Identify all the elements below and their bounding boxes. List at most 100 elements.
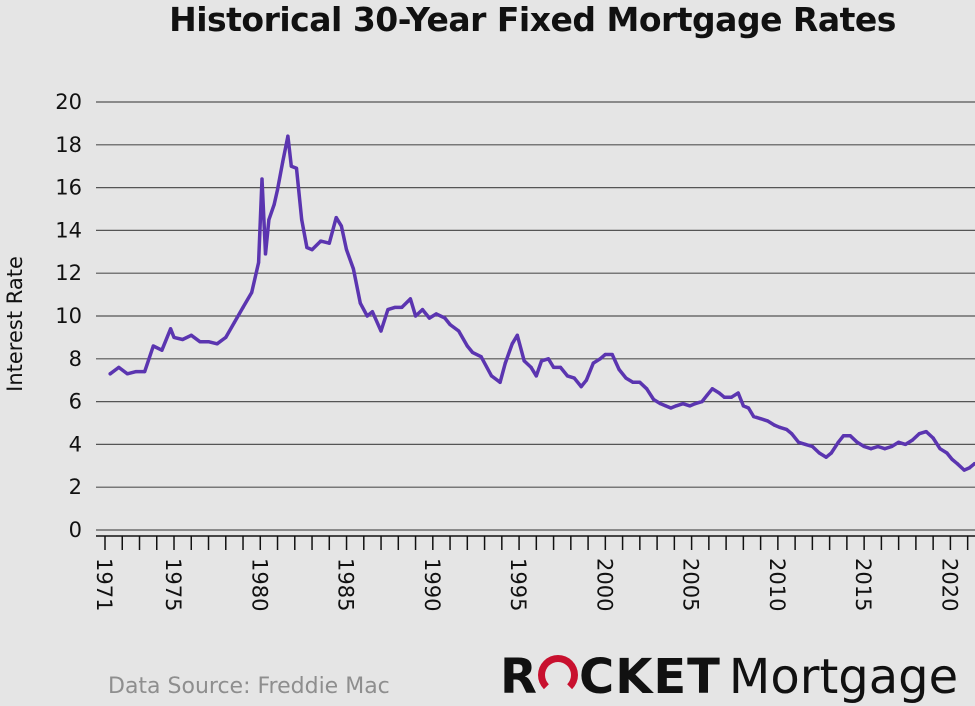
data-point <box>310 248 314 252</box>
data-point <box>539 359 544 363</box>
data-point <box>339 224 343 228</box>
grid-lines <box>96 101 975 531</box>
data-point <box>241 305 245 310</box>
data-point <box>305 245 309 250</box>
data-point <box>931 436 935 440</box>
data-point <box>862 444 866 449</box>
x-tick-label: 2010 <box>765 558 789 611</box>
data-point <box>267 218 271 222</box>
data-point <box>705 393 709 397</box>
logo-letter-r: R <box>500 649 537 705</box>
data-point <box>836 440 840 444</box>
data-point <box>215 342 219 346</box>
data-point <box>503 361 507 365</box>
data-point <box>172 335 176 339</box>
data-point <box>876 444 880 449</box>
data-point <box>198 340 202 344</box>
data-point <box>168 327 173 331</box>
data-point <box>688 404 692 408</box>
y-tick-label: 14 <box>55 218 82 242</box>
data-point <box>294 166 299 170</box>
data-point <box>759 417 763 421</box>
data-point <box>558 365 563 369</box>
data-point <box>386 307 390 312</box>
data-point <box>465 344 469 348</box>
data-point <box>286 134 290 138</box>
data-point <box>681 402 685 406</box>
data-point <box>400 305 404 310</box>
data-point <box>624 376 628 380</box>
data-point <box>263 252 268 256</box>
data-point <box>189 333 193 337</box>
x-tick-label: 1990 <box>420 558 444 611</box>
data-point <box>584 378 588 382</box>
data-point <box>631 380 635 384</box>
y-tick-label: 8 <box>69 347 82 371</box>
data-point <box>327 241 331 245</box>
data-point <box>275 188 280 192</box>
data-point <box>841 434 846 438</box>
data-point <box>260 177 264 181</box>
y-tick-label: 2 <box>69 475 82 499</box>
series-line-rate <box>108 134 975 472</box>
data-point <box>300 218 304 222</box>
data-point <box>344 248 349 252</box>
data-point <box>658 402 663 406</box>
y-tick-label: 4 <box>69 432 82 456</box>
data-point <box>917 432 921 436</box>
data-point <box>181 337 185 342</box>
data-point <box>664 404 668 408</box>
x-tick-label: 1980 <box>247 558 271 611</box>
data-point <box>972 462 975 466</box>
data-point <box>652 397 656 402</box>
x-tick-label: 2005 <box>679 558 703 611</box>
data-point <box>534 374 538 378</box>
logo-word-cket: CKET <box>578 649 721 705</box>
data-point <box>741 404 745 408</box>
data-point <box>565 374 569 378</box>
data-point <box>393 305 397 310</box>
x-tick-label: 1971 <box>92 558 116 611</box>
data-point <box>938 447 942 451</box>
data-point <box>710 387 714 391</box>
data-point <box>669 406 673 410</box>
y-tick-label: 20 <box>55 90 82 114</box>
data-point <box>772 423 777 427</box>
data-point <box>591 361 595 365</box>
logo-word-mortgage: Mortgage <box>728 649 959 705</box>
data-point <box>752 414 756 419</box>
data-point <box>693 402 697 406</box>
data-point <box>962 468 966 472</box>
x-axis: 1971 1975 1980 1985 1990 1995 2000 2005 2010 2015… <box>92 535 975 611</box>
x-tick-label: 2015 <box>851 558 875 611</box>
data-point <box>250 290 254 295</box>
data-point <box>945 451 949 455</box>
data-point <box>610 352 614 357</box>
data-point <box>765 419 770 423</box>
data-point <box>108 372 112 376</box>
y-tick-label: 18 <box>55 133 82 157</box>
data-point <box>443 316 447 320</box>
data-point <box>489 374 494 378</box>
data-point <box>746 406 751 410</box>
data-point <box>824 455 828 459</box>
data-point <box>700 400 704 404</box>
x-tick-label: 1985 <box>334 558 358 611</box>
data-point <box>498 380 502 384</box>
data-point <box>510 342 514 346</box>
y-tick-label: 12 <box>55 261 82 285</box>
data-point <box>408 297 412 301</box>
data-point <box>810 444 814 449</box>
x-tick-label: 1975 <box>161 558 185 611</box>
data-point <box>206 340 211 344</box>
data-point <box>434 312 438 316</box>
data-point <box>281 160 285 164</box>
data-point <box>125 372 130 376</box>
data-point <box>955 462 959 466</box>
data-point <box>334 215 338 220</box>
data-point <box>603 352 607 357</box>
y-tick-label: 10 <box>55 304 82 328</box>
data-point <box>967 466 971 470</box>
chart-title: Historical 30-Year Fixed Mortgage Rates <box>169 0 896 39</box>
data-point <box>897 440 901 444</box>
